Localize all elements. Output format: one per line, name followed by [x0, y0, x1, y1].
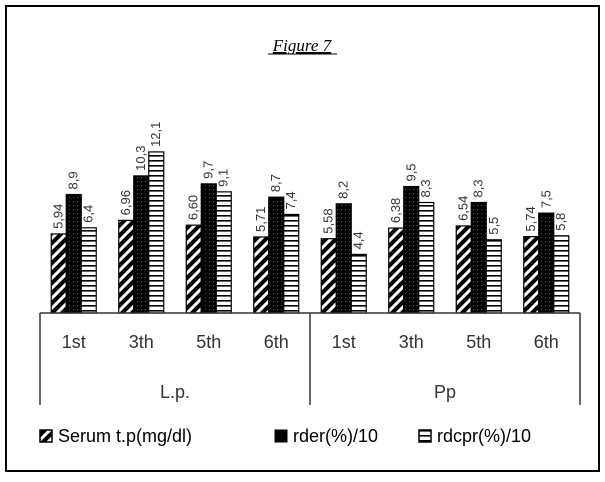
data-label: 5,58 [321, 208, 336, 233]
bar [485, 239, 502, 314]
bar [200, 183, 217, 314]
data-label: 6,54 [456, 196, 471, 221]
data-label: 6,4 [81, 205, 96, 223]
category-label: 6th [534, 332, 559, 352]
category-labels-layer: 1st 3th 5th 6th 1st 3th 5th 6th [62, 332, 559, 352]
data-label: 9,7 [201, 161, 216, 179]
bar [553, 235, 570, 314]
bar [470, 201, 487, 314]
bars-layer [50, 151, 570, 314]
data-label: 8,3 [418, 179, 433, 197]
legend-label-serum: Serum t.p(mg/dl) [58, 426, 192, 446]
data-label: 7,5 [538, 190, 553, 208]
legend: Serum t.p(mg/dl) rder(%)/10 rdcpr(%)/10 [39, 426, 531, 446]
bar [320, 238, 337, 314]
data-label: 5,71 [253, 207, 268, 232]
data-label: 6,60 [186, 195, 201, 220]
data-label: 5,8 [553, 213, 568, 231]
legend-label-rder: rder(%)/10 [293, 426, 378, 446]
bar [133, 175, 150, 314]
category-axis [39, 312, 581, 405]
data-label: 8,2 [336, 181, 351, 199]
category-label: 3th [129, 332, 154, 352]
chart-border [5, 5, 600, 472]
data-label: 8,3 [471, 179, 486, 197]
bar [350, 253, 367, 314]
bar [65, 193, 82, 314]
bar [268, 196, 285, 314]
bar [403, 185, 420, 314]
legend-swatch-rdcpr [418, 429, 432, 443]
bar [185, 224, 202, 314]
data-label: 12,1 [148, 122, 163, 147]
category-label: 5th [196, 332, 221, 352]
data-label: 8,9 [66, 171, 81, 189]
bar [50, 233, 67, 314]
legend-label-rdcpr: rdcpr(%)/10 [437, 426, 531, 446]
bar [118, 219, 135, 314]
legend-swatch-rder [274, 429, 288, 443]
data-label: 4,4 [351, 231, 366, 249]
category-label: 6th [264, 332, 289, 352]
bar [148, 151, 165, 314]
category-label: 3th [399, 332, 424, 352]
data-label: 9,1 [216, 169, 231, 187]
bar [455, 225, 472, 314]
category-label: 1st [62, 332, 86, 352]
group-label: Pp [434, 382, 456, 402]
data-label: 6,38 [388, 198, 403, 223]
bar [215, 191, 232, 314]
group-labels-layer: L.p. Pp [160, 382, 456, 402]
bar [283, 213, 300, 314]
data-label: 9,5 [403, 163, 418, 181]
chart-title: Figure 7 [272, 36, 333, 55]
bar [418, 201, 435, 314]
legend-swatch-serum [39, 429, 53, 443]
data-label: 10,3 [133, 146, 148, 171]
data-label: 8,7 [268, 174, 283, 192]
category-label: 1st [332, 332, 356, 352]
bar [523, 235, 540, 314]
data-label: 5,5 [486, 217, 501, 235]
data-label: 7,4 [283, 191, 298, 209]
data-label: 5,94 [51, 204, 66, 229]
data-label: 5,74 [523, 206, 538, 231]
bar [538, 212, 555, 314]
category-label: 5th [466, 332, 491, 352]
bar [80, 227, 97, 314]
bar [253, 236, 270, 314]
data-label: 6,96 [118, 190, 133, 215]
bar [335, 203, 352, 314]
group-label: L.p. [160, 382, 190, 402]
bar [388, 227, 405, 314]
